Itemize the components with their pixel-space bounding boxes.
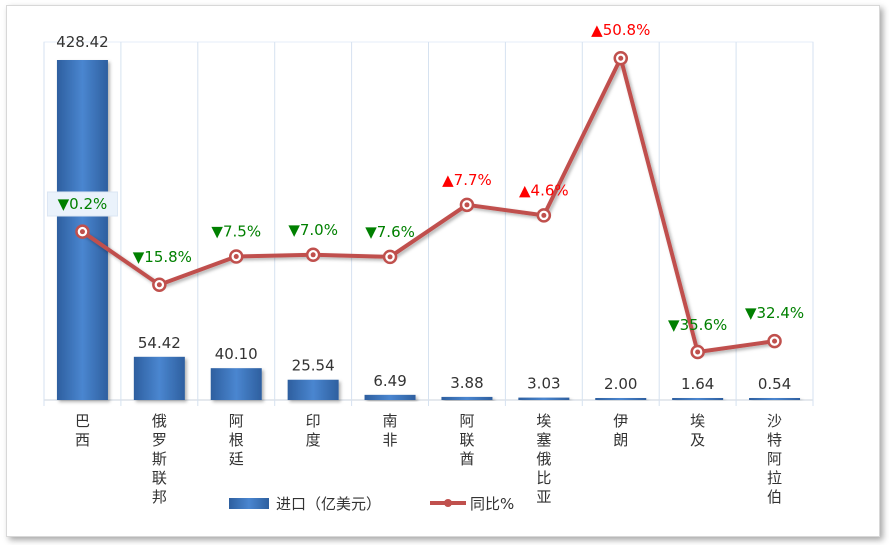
bar — [749, 398, 801, 400]
bar-value-label: 2.00 — [604, 375, 637, 393]
category-label: 俄罗斯联邦 — [152, 412, 167, 506]
line-value-label: ▼7.6% — [365, 223, 415, 241]
bar — [441, 396, 493, 400]
line-point-dot — [310, 252, 316, 258]
bar-value-label: 6.49 — [373, 372, 406, 390]
category-label: 伊朗 — [613, 412, 628, 449]
line-value-label: ▼15.8% — [133, 248, 192, 266]
bar-value-label: 0.54 — [758, 375, 791, 393]
line-point-dot — [79, 229, 85, 235]
bar-value-label: 54.42 — [138, 334, 181, 352]
category-label: 阿联酋 — [459, 412, 474, 468]
line-value-label: ▼7.5% — [211, 223, 261, 241]
bar-value-label: 428.42 — [56, 33, 109, 51]
bar — [672, 398, 724, 400]
legend-line-marker — [444, 499, 452, 507]
chart-frame — [6, 5, 880, 537]
line-value-label: ▲4.6% — [519, 181, 569, 199]
line-point-dot — [541, 212, 547, 218]
category-label: 印度 — [306, 412, 321, 449]
category-label: 巴西 — [75, 412, 90, 449]
category-label: 阿根廷 — [229, 412, 244, 468]
bar-value-label: 25.54 — [292, 357, 335, 375]
line-value-label: ▲7.7% — [442, 171, 492, 189]
line-point-dot — [464, 202, 470, 208]
line-point-dot — [156, 282, 162, 288]
bar-value-label: 3.03 — [527, 375, 560, 393]
line-value-label: ▼7.0% — [288, 221, 338, 239]
bar-value-label: 3.88 — [450, 374, 483, 392]
line-value-label: ▼32.4% — [745, 304, 804, 322]
bar — [518, 397, 570, 400]
legend-bar-label: 进口（亿美元） — [276, 495, 381, 513]
category-label: 埃塞俄比亚 — [536, 412, 551, 506]
legend-line-label: 同比% — [470, 495, 514, 513]
line-value-label: ▼0.2% — [58, 195, 108, 213]
line-label-background — [46, 191, 118, 217]
line-series — [75, 51, 782, 360]
bar-value-label: 1.64 — [681, 375, 714, 393]
line-value-labels: ▼0.2% ▼15.8% ▼7.5% ▼7.0% ▼7.6% ▲7.7% ▲4.6% ▲50.… — [46, 21, 804, 334]
legend: 进口（亿美元） 同比% — [229, 495, 514, 513]
line-point-dot — [618, 55, 624, 61]
category-label: 埃及 — [690, 412, 705, 449]
category-axis-labels: 巴西 俄罗斯联邦 阿根廷 印度 南非 阿联酋 埃塞俄比亚 伊朗 埃及 沙特阿拉伯 — [75, 412, 782, 506]
category-label: 沙特阿拉伯 — [767, 412, 782, 506]
line-point-dot — [772, 338, 778, 344]
bar — [287, 379, 339, 400]
category-label: 南非 — [383, 412, 398, 449]
bar — [364, 394, 416, 400]
line-point-dot — [695, 349, 701, 355]
bar-value-label: 40.10 — [215, 345, 258, 363]
bar — [595, 398, 647, 400]
bar — [210, 368, 262, 400]
line-path — [81, 56, 775, 355]
line-value-label: ▼35.6% — [668, 316, 727, 334]
bar — [133, 356, 185, 400]
line-value-label: ▲50.8% — [591, 21, 650, 39]
bar-series — [56, 60, 801, 400]
line-point-dot — [233, 254, 239, 259]
legend-bar-swatch — [229, 498, 269, 509]
line-point-dot — [387, 254, 393, 260]
bar-value-labels: 428.42 54.42 40.10 25.54 6.49 3.88 3.03 2.00 1.6… — [56, 33, 791, 393]
